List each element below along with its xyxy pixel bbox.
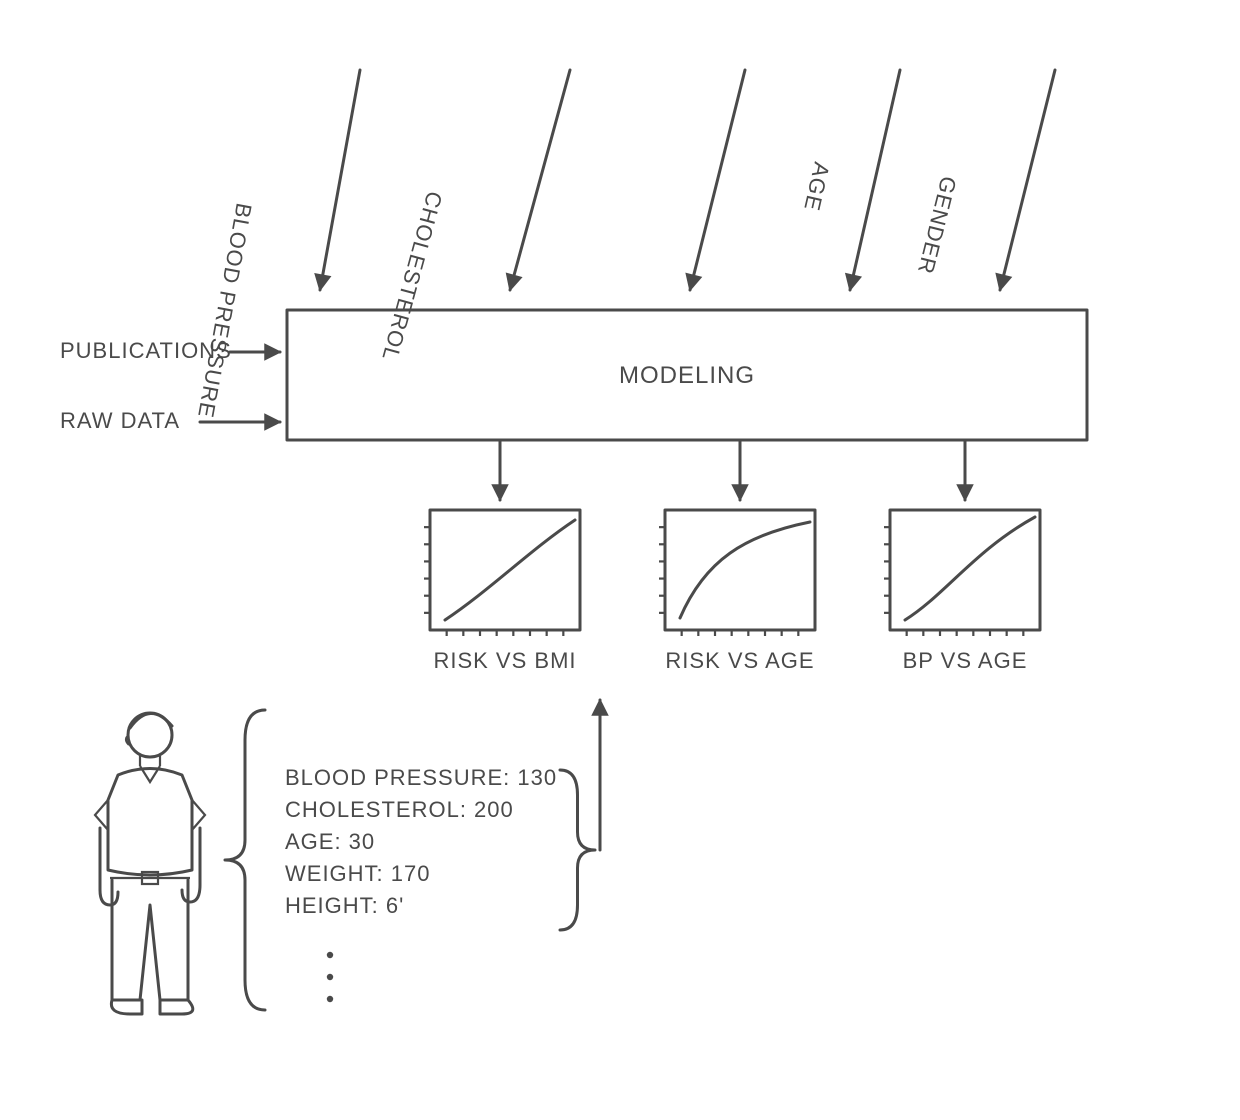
mini-chart: BP VS AGE [884,510,1040,673]
mini-chart: RISK VS AGE [659,510,815,673]
left-input-arrows: PUBLICATIONS RAW DATA [60,338,280,433]
top-input-arrow [690,70,745,290]
chart-caption: RISK VS BMI [433,648,576,673]
left-input-label: RAW DATA [60,408,180,433]
diagram-canvas: BLOOD PRESSURE CHOLESTEROL AGE GENDER PUBLI… [0,0,1240,1120]
left-input-label: PUBLICATIONS [60,338,232,363]
top-input-label: GENDER [913,174,962,277]
ellipsis-dot [327,974,333,980]
top-input-arrow [320,70,360,290]
chart-curve [905,517,1035,620]
brace-right [560,770,595,930]
chart-caption: RISK VS AGE [665,648,814,673]
chart-caption: BP VS AGE [903,648,1028,673]
top-input-label: AGE [799,160,834,214]
mini-chart: RISK VS BMI [424,510,580,673]
patient-data: BLOOD PRESSURE: 130 CHOLESTEROL: 200 AGE: … [225,700,600,1010]
output-arrows [500,440,965,500]
chart-curve [680,522,810,618]
patient-field: HEIGHT: 6' [285,893,404,918]
patient-field: CHOLESTEROL: 200 [285,797,514,822]
person-figure [95,713,205,1014]
modeling-label: MODELING [619,362,755,389]
top-input-arrow [850,70,900,290]
patient-field: BLOOD PRESSURE: 130 [285,765,557,790]
top-input-arrow [1000,70,1055,290]
top-input-label: BLOOD PRESSURE [193,201,257,420]
patient-field: WEIGHT: 170 [285,861,430,886]
brace-left [225,710,265,1010]
patient-field: AGE: 30 [285,829,375,854]
chart-curve [445,520,575,620]
mini-charts: RISK VS BMI RISK VS AGE BP VS AGE [424,510,1040,673]
ellipsis-dot [327,996,333,1002]
top-input-label: CHOLESTEROL [377,189,447,364]
top-input-arrow [510,70,570,290]
ellipsis-dot [327,952,333,958]
